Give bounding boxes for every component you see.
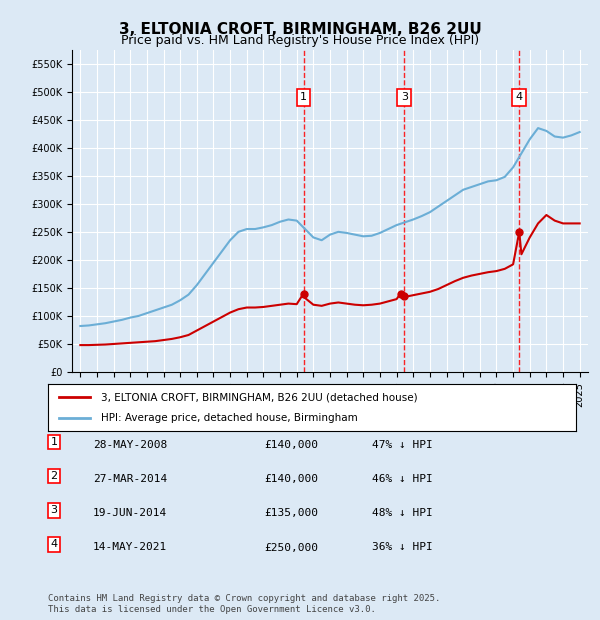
Text: 46% ↓ HPI: 46% ↓ HPI xyxy=(372,474,433,484)
Text: HPI: Average price, detached house, Birmingham: HPI: Average price, detached house, Birm… xyxy=(101,413,358,423)
Text: £140,000: £140,000 xyxy=(264,474,318,484)
Text: £250,000: £250,000 xyxy=(264,542,318,552)
Text: 27-MAR-2014: 27-MAR-2014 xyxy=(93,474,167,484)
Text: 4: 4 xyxy=(50,539,58,549)
Text: 1: 1 xyxy=(50,437,58,447)
Text: 48% ↓ HPI: 48% ↓ HPI xyxy=(372,508,433,518)
Text: 3: 3 xyxy=(401,92,408,102)
Text: 3, ELTONIA CROFT, BIRMINGHAM, B26 2UU: 3, ELTONIA CROFT, BIRMINGHAM, B26 2UU xyxy=(119,22,481,37)
Text: 1: 1 xyxy=(300,92,307,102)
Text: Contains HM Land Registry data © Crown copyright and database right 2025.
This d: Contains HM Land Registry data © Crown c… xyxy=(48,595,440,614)
Text: Price paid vs. HM Land Registry's House Price Index (HPI): Price paid vs. HM Land Registry's House … xyxy=(121,34,479,47)
Text: 47% ↓ HPI: 47% ↓ HPI xyxy=(372,440,433,450)
Text: 19-JUN-2014: 19-JUN-2014 xyxy=(93,508,167,518)
Text: £135,000: £135,000 xyxy=(264,508,318,518)
Text: 28-MAY-2008: 28-MAY-2008 xyxy=(93,440,167,450)
Text: £140,000: £140,000 xyxy=(264,440,318,450)
Text: 3: 3 xyxy=(50,505,58,515)
Text: 4: 4 xyxy=(515,92,523,102)
Text: 36% ↓ HPI: 36% ↓ HPI xyxy=(372,542,433,552)
Text: 2: 2 xyxy=(50,471,58,481)
Text: 3, ELTONIA CROFT, BIRMINGHAM, B26 2UU (detached house): 3, ELTONIA CROFT, BIRMINGHAM, B26 2UU (d… xyxy=(101,392,418,402)
Text: 14-MAY-2021: 14-MAY-2021 xyxy=(93,542,167,552)
